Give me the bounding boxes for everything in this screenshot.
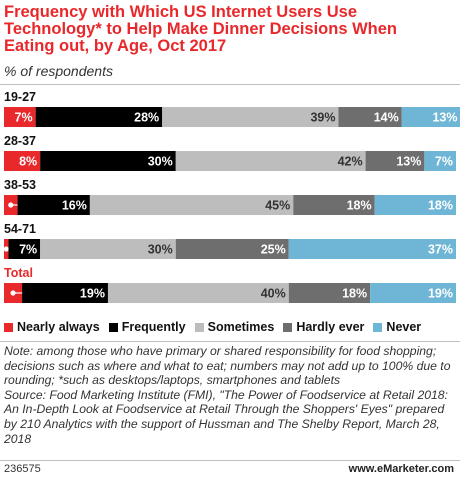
bar-segment (370, 283, 456, 303)
legend-label: Frequently (121, 320, 186, 334)
bar-segment (401, 107, 460, 127)
legend-label: Nearly always (17, 320, 100, 334)
bar-segment (107, 283, 289, 303)
data-label: 14% (374, 111, 399, 125)
bar-segment (35, 107, 163, 127)
data-label: 45% (265, 199, 290, 213)
category-label: 54-71 (4, 222, 36, 236)
data-label: 7% (19, 243, 37, 257)
data-label: 19% (428, 287, 453, 301)
data-label: 25% (261, 243, 286, 257)
legend-swatch (194, 322, 204, 332)
category-label: 19-27 (4, 90, 36, 104)
bar-segment (175, 239, 289, 259)
brand-link[interactable]: www.eMarketer.com (349, 463, 454, 475)
bar-segment (293, 195, 375, 215)
data-label: 18% (342, 287, 367, 301)
data-label: 16% (62, 199, 87, 213)
leader-dot (10, 290, 16, 296)
bar-segment (288, 239, 456, 259)
category-label: 28-37 (4, 134, 36, 148)
legend-item: Frequently (108, 320, 186, 334)
legend-item: Sometimes (194, 320, 275, 334)
data-label: 30% (148, 155, 173, 169)
bar-segment (17, 195, 90, 215)
legend-item: Hardly ever (283, 320, 364, 334)
legend-item: Never (373, 320, 421, 334)
bar-segment (162, 107, 339, 127)
data-label: 28% (134, 111, 159, 125)
chart-title: Frequency with Which US Internet Users U… (4, 3, 398, 55)
data-label: 7% (435, 155, 453, 169)
bar-segment (424, 151, 456, 171)
bar-segment (288, 283, 371, 303)
data-label: 13% (396, 155, 421, 169)
footer-divider (0, 460, 460, 461)
legend-swatch (373, 322, 383, 332)
legend-label: Never (386, 320, 422, 334)
data-label: 42% (338, 155, 363, 169)
bar-segment (4, 107, 36, 127)
legend-swatch (283, 322, 293, 332)
bar-segment (365, 151, 425, 171)
chart-subtitle: % of respondents (4, 63, 113, 79)
data-label: 30% (148, 243, 173, 257)
note-text: Note: among those who have primary or sh… (4, 344, 451, 388)
legend-divider (0, 341, 460, 342)
bar-segment (4, 151, 41, 171)
leader-dot (3, 246, 9, 252)
data-label: 13% (432, 111, 457, 125)
chart-id: 236575 (4, 463, 41, 475)
data-label: 8% (19, 155, 37, 169)
leader-dot (8, 202, 14, 208)
bar-segment (40, 151, 176, 171)
chart-notes: Note: among those who have primary or sh… (4, 344, 452, 446)
data-label: 40% (261, 287, 286, 301)
legend-swatch (4, 322, 13, 332)
bar-segment (89, 195, 294, 215)
bar-segment (22, 283, 108, 303)
chart-legend: Nearly always Frequently Sometimes Hardly e… (4, 319, 430, 335)
legend-label: Sometimes (207, 320, 275, 334)
bar-segment (338, 107, 402, 127)
bar-segment (40, 239, 176, 259)
bar-segment (374, 195, 456, 215)
data-label: 18% (428, 199, 453, 213)
data-label: 39% (310, 111, 335, 125)
source-text: Source: Food Marketing Institute (FMI), … (4, 387, 448, 446)
bar-segment (8, 239, 41, 259)
bar-segment (175, 151, 366, 171)
data-label: 37% (428, 243, 453, 257)
legend-label: Hardly ever (296, 320, 365, 334)
stacked-bar-chart: 19-27 7% 28% 39% 14% 13% 28-37 8% 30% 42% 13% 7% 38-… (3, 90, 460, 303)
data-label: 7% (15, 111, 33, 125)
legend-swatch (108, 322, 118, 332)
category-label: 38-53 (4, 178, 36, 192)
brand-text: www.eMarketer.com (348, 463, 454, 475)
header-divider (0, 84, 460, 85)
data-label: 18% (347, 199, 372, 213)
legend-item: Nearly always (4, 320, 100, 334)
data-label: 19% (80, 287, 105, 301)
category-label: Total (4, 266, 33, 280)
